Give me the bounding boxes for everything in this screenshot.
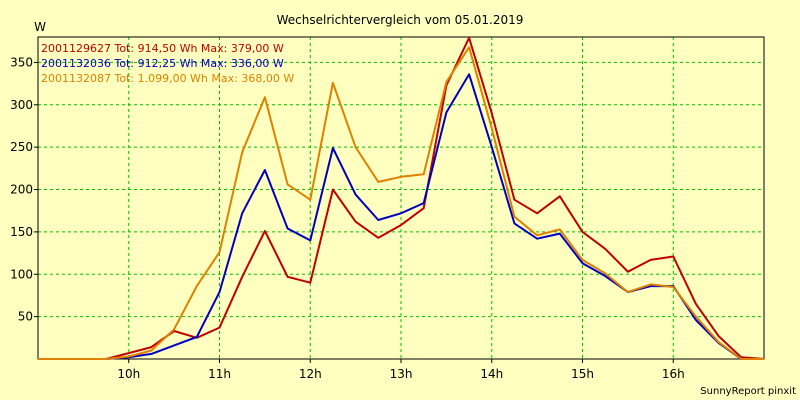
y-tick-label: 350 bbox=[10, 55, 33, 69]
y-axis-label: W bbox=[34, 20, 46, 34]
y-tick-label: 50 bbox=[18, 310, 33, 324]
x-tick-label: 11h bbox=[208, 367, 231, 381]
x-tick-label: 15h bbox=[571, 367, 594, 381]
y-tick-label: 300 bbox=[10, 98, 33, 112]
legend-entry: 2001129627 Tot: 914,50 Wh Max: 379,00 W bbox=[41, 42, 284, 55]
y-tick-label: 100 bbox=[10, 267, 33, 281]
x-tick-label: 13h bbox=[390, 367, 413, 381]
x-tick-label: 10h bbox=[117, 367, 140, 381]
y-tick-label: 150 bbox=[10, 225, 33, 239]
x-tick-label: 16h bbox=[662, 367, 685, 381]
series-line-2001129627 bbox=[38, 36, 765, 360]
axis-ticks: 10h 11h 12h 13h 14h 15h 16h 50 100 150 200 250 300 35… bbox=[10, 55, 685, 381]
legend-entry: 2001132036 Tot: 912,25 Wh Max: 336,00 W bbox=[41, 57, 284, 70]
chart-title: Wechselrichtervergleich vom 05.01.2019 bbox=[277, 13, 524, 27]
x-tick-label: 14h bbox=[480, 367, 503, 381]
legend: 2001129627 Tot: 914,50 Wh Max: 379,00 W 2… bbox=[41, 42, 294, 85]
grid bbox=[38, 37, 764, 359]
x-tick-label: 12h bbox=[299, 367, 322, 381]
series-line-2001132087 bbox=[38, 46, 764, 360]
y-tick-label: 200 bbox=[10, 183, 33, 197]
series-line-2001132036 bbox=[38, 73, 764, 360]
y-tick-label: 250 bbox=[10, 140, 33, 154]
legend-entry: 2001132087 Tot: 1.099,00 Wh Max: 368,00 … bbox=[41, 72, 294, 85]
series-lines bbox=[38, 36, 765, 360]
credit-text: SunnyReport pinxit bbox=[700, 386, 796, 397]
